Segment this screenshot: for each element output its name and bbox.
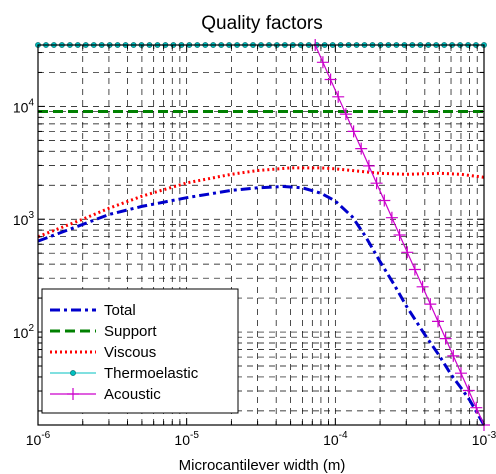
y-tick-label: 104 (13, 97, 35, 115)
acoustic-marker (401, 246, 414, 259)
legend-label-viscous: Viscous (104, 344, 156, 361)
acoustic-marker (385, 211, 398, 224)
acoustic-marker (470, 401, 483, 414)
x-tick-label: 10-5 (174, 430, 199, 448)
acoustic-marker (447, 349, 460, 362)
acoustic-marker (432, 315, 444, 328)
x-tick-label: 10-4 (323, 430, 348, 448)
x-axis-label: Microcantilever width (m) (179, 457, 346, 474)
legend-label-acoustic: Acoustic (104, 386, 161, 403)
x-tick-labels: 10-6 10-5 10-4 10-3 (26, 430, 496, 448)
legend: Total Support Viscous Thermoelastic Acou… (41, 288, 239, 414)
acoustic-marker (424, 298, 437, 311)
acoustic-markers (309, 39, 490, 431)
y-tick-label: 103 (13, 210, 35, 228)
tick-marks (38, 45, 484, 425)
chart-title: Quality factors (201, 13, 322, 34)
acoustic-marker (393, 229, 406, 241)
acoustic-marker (362, 159, 375, 172)
acoustic-marker (332, 90, 345, 103)
series-total-line (37, 184, 486, 426)
acoustic-marker (416, 280, 429, 293)
acoustic-marker (316, 56, 329, 69)
legend-marker-acoustic (67, 388, 79, 400)
legend-label-thermoelastic: Thermoelastic (104, 365, 199, 382)
acoustic-marker (355, 142, 368, 155)
legend-marker-thermoelastic (70, 370, 76, 376)
acoustic-marker (347, 125, 360, 138)
y-tick-labels: 102 103 104 (13, 97, 35, 341)
series-viscous-line (37, 166, 485, 239)
legend-label-total: Total (104, 302, 136, 319)
acoustic-marker (339, 108, 352, 121)
acoustic-marker (370, 177, 383, 190)
acoustic-marker (324, 73, 337, 86)
legend-label-support: Support (104, 323, 157, 340)
x-tick-label: 10-6 (26, 430, 51, 448)
grid (38, 45, 484, 425)
x-tick-label: 10-3 (472, 430, 496, 448)
acoustic-marker (408, 263, 421, 276)
acoustic-marker (439, 332, 452, 345)
plot-area-frame (37, 44, 485, 426)
acoustic-marker (462, 384, 475, 397)
acoustic-marker (378, 194, 391, 207)
acoustic-marker (455, 367, 467, 380)
y-tick-label: 102 (13, 323, 35, 341)
